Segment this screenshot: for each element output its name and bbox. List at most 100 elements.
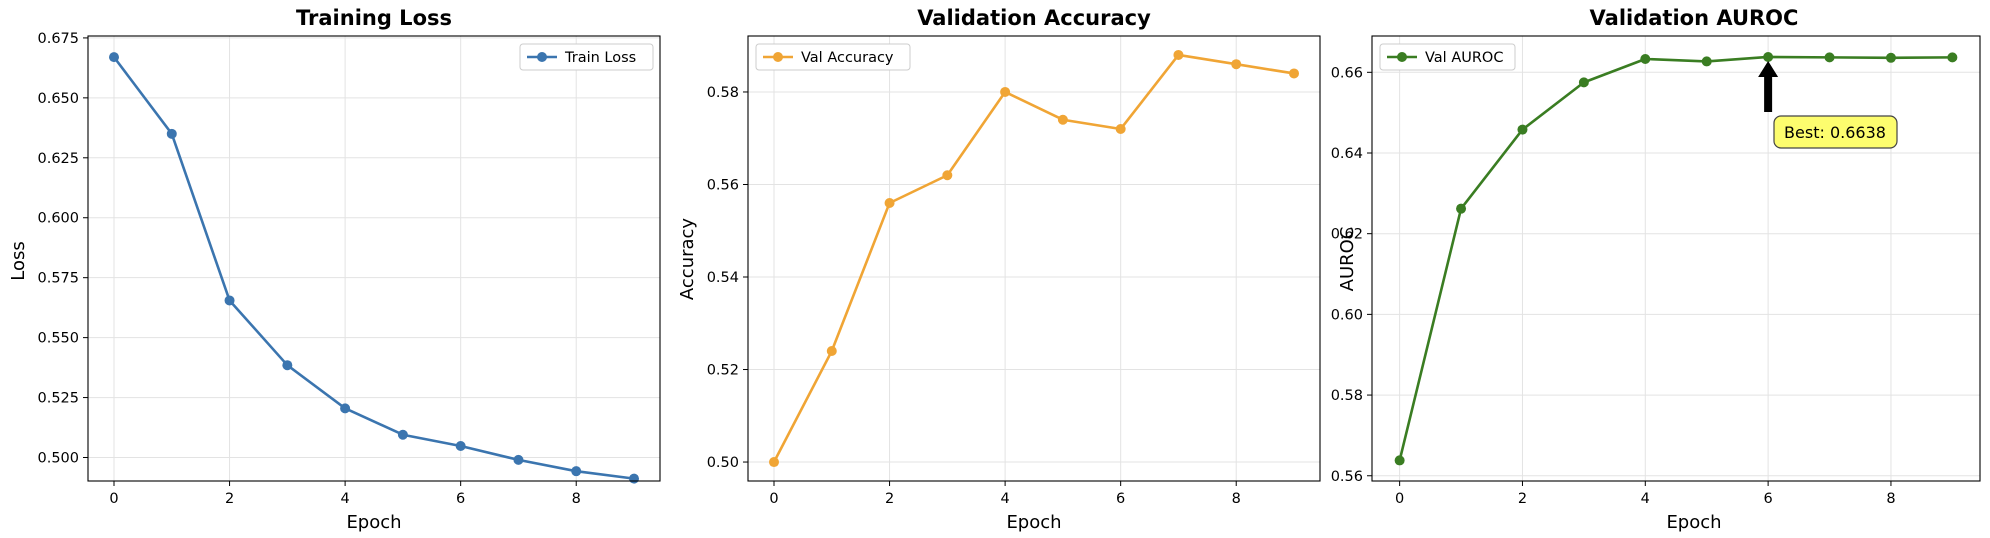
x-axis-label: Epoch <box>346 512 401 533</box>
y-tick-label: 0.62 <box>1331 227 1363 243</box>
y-tick-label: 0.56 <box>1331 469 1363 485</box>
x-axis-label: Epoch <box>1006 512 1061 533</box>
legend-marker <box>537 52 547 62</box>
x-tick-label: 4 <box>1000 491 1009 507</box>
y-tick-label: 0.64 <box>1331 146 1363 162</box>
grid <box>748 36 1320 481</box>
y-tick-label: 0.56 <box>707 177 739 193</box>
y-axis-label: Loss <box>8 241 29 280</box>
y-tick-label: 0.58 <box>1331 388 1363 404</box>
data-point <box>397 429 408 440</box>
x-tick-label: 4 <box>1641 491 1650 507</box>
x-tick-label: 2 <box>225 491 234 507</box>
legend-label: Val AUROC <box>1425 50 1503 66</box>
plot-frame <box>1371 35 1981 482</box>
y-tick-label: 0.650 <box>37 91 79 107</box>
x-axis: 0 2 4 6 8 <box>109 481 581 507</box>
series-line <box>772 53 1295 463</box>
series <box>769 49 1299 468</box>
data-point <box>1640 53 1651 64</box>
arrow-icon <box>1758 60 1779 112</box>
data-point <box>1231 59 1242 70</box>
legend-marker <box>773 52 783 62</box>
y-tick-label: 0.625 <box>37 151 79 167</box>
x-tick-label: 8 <box>1886 491 1895 507</box>
y-axis: 0.500 0.525 0.550 0.575 0.600 0.625 0.650 0.675 <box>37 31 88 467</box>
data-point <box>1578 77 1589 88</box>
legend-box <box>1379 43 1516 71</box>
chart-title: Validation AUROC <box>1590 6 1799 30</box>
legend-marker <box>1397 52 1407 62</box>
data-point <box>1947 52 1958 63</box>
y-tick-label: 0.675 <box>37 31 79 47</box>
x-tick-label: 6 <box>1764 491 1773 507</box>
data-point <box>629 473 639 484</box>
data-point <box>166 128 177 139</box>
data-point <box>109 52 119 63</box>
data-point <box>1885 52 1896 63</box>
x-axis-label: Epoch <box>1666 512 1721 533</box>
y-tick-label: 0.600 <box>37 211 79 227</box>
y-tick-label: 0.500 <box>37 451 79 467</box>
data-point <box>884 197 895 208</box>
y-axis-label: AUROC <box>1337 227 1358 292</box>
validation-accuracy-chart: Validation Accuracy Epoch Accuracy 0 2 4 6 8… <box>677 6 1321 533</box>
x-tick-label: 6 <box>456 491 465 507</box>
legend-label: Val Accuracy <box>801 50 894 66</box>
y-tick-label: 0.54 <box>707 270 739 286</box>
data-point <box>513 454 524 465</box>
x-tick-label: 2 <box>1518 491 1527 507</box>
data-point <box>224 295 235 306</box>
validation-auroc-chart: Validation AUROC Epoch AUROC 0 2 4 6 8 0.56 0… <box>1331 6 1981 533</box>
legend: Val AUROC <box>1379 43 1516 71</box>
y-tick-label: 0.550 <box>37 331 79 347</box>
data-point <box>1456 203 1467 214</box>
data-point <box>1000 86 1011 97</box>
y-axis: 0.50 0.52 0.54 0.56 0.58 <box>707 85 748 471</box>
x-axis: 0 2 4 6 8 <box>769 481 1241 507</box>
data-point <box>340 403 351 414</box>
series <box>1394 51 1958 466</box>
x-tick-label: 6 <box>1116 491 1125 507</box>
annotation-text: Best: 0.6638 <box>1784 123 1886 142</box>
data-point <box>571 466 582 477</box>
chart-title: Validation Accuracy <box>917 6 1151 30</box>
best-annotation: Best: 0.6638 <box>1758 60 1898 149</box>
y-tick-label: 0.52 <box>707 363 739 379</box>
data-point <box>1115 123 1126 134</box>
legend-box <box>519 43 654 71</box>
data-point <box>1394 455 1405 466</box>
x-tick-label: 8 <box>1232 491 1241 507</box>
data-point <box>1701 56 1712 67</box>
series <box>109 52 639 484</box>
data-point <box>1057 114 1068 125</box>
x-tick-label: 4 <box>340 491 349 507</box>
y-tick-label: 0.50 <box>707 455 739 471</box>
y-axis: 0.56 0.58 0.60 0.62 0.64 0.66 <box>1331 65 1372 485</box>
x-tick-label: 2 <box>885 491 894 507</box>
data-point <box>1763 51 1774 62</box>
legend: Val Accuracy <box>755 43 911 71</box>
data-point <box>826 346 837 357</box>
y-tick-label: 0.525 <box>37 391 79 407</box>
data-point <box>455 440 466 451</box>
y-tick-label: 0.60 <box>1331 307 1363 323</box>
data-point <box>282 360 293 371</box>
data-point <box>942 170 953 181</box>
plot-frame <box>87 35 661 482</box>
y-tick-label: 0.58 <box>707 85 739 101</box>
x-tick-label: 8 <box>572 491 581 507</box>
grid <box>1372 36 1980 481</box>
x-tick-label: 0 <box>1395 491 1404 507</box>
y-axis-label: Accuracy <box>677 218 698 301</box>
legend-box <box>755 43 911 71</box>
legend: Train Loss <box>519 43 654 71</box>
y-tick-label: 0.575 <box>37 271 79 287</box>
data-point <box>769 457 779 468</box>
series-line <box>1398 55 1953 461</box>
data-point <box>1173 49 1184 60</box>
x-tick-label: 0 <box>109 491 118 507</box>
x-tick-label: 0 <box>769 491 778 507</box>
data-point <box>1517 124 1528 135</box>
